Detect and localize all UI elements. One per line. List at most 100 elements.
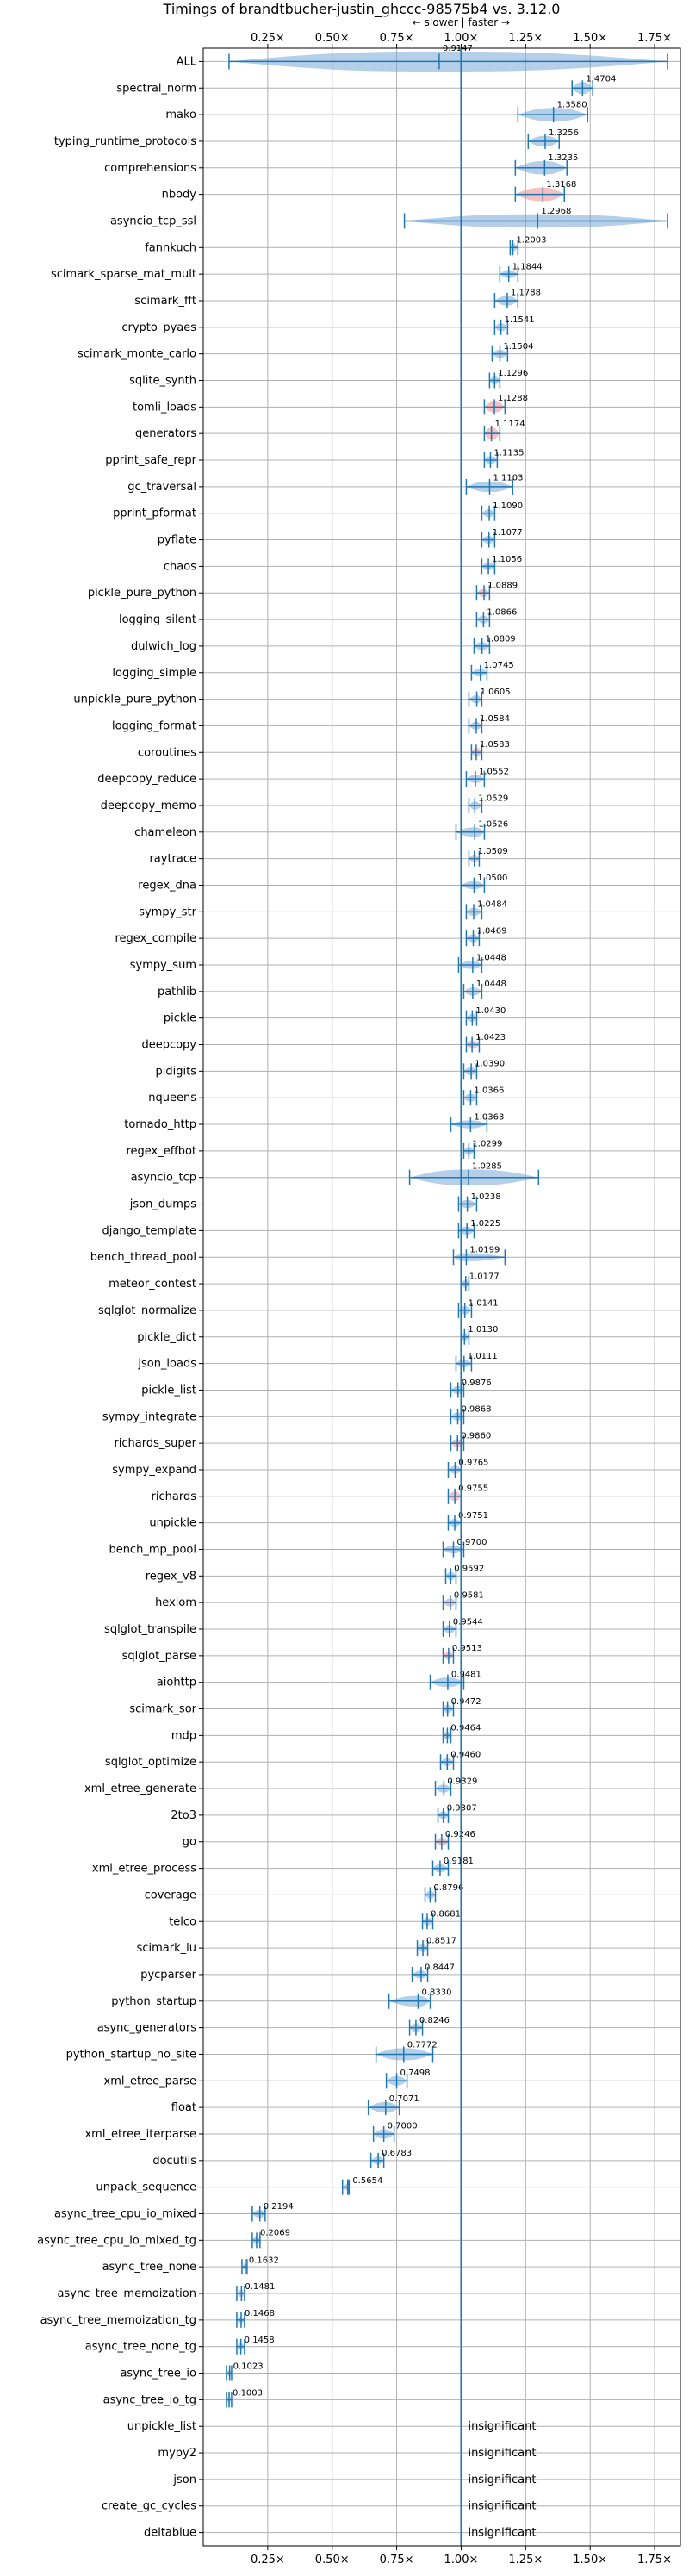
value-label-asyncio_tcp: 1.0285 (472, 1161, 502, 1171)
benchmark-label-create_gc_cycles: create_gc_cycles (102, 2500, 196, 2513)
benchmark-label-django_template: django_template (102, 1224, 196, 1237)
benchmark-label-json: json (172, 2473, 196, 2486)
value-label-pickle_list: 0.9876 (462, 1378, 492, 1388)
benchmark-label-pickle_pure_python: pickle_pure_python (88, 587, 196, 600)
value-label-sqlglot_parse: 0.9513 (452, 1644, 482, 1653)
value-label-async_tree_io_tg: 0.1003 (233, 2389, 263, 2399)
insignificant-label-deltablue: insignificant (468, 2527, 536, 2540)
benchmark-label-asyncio_tcp_ssl: asyncio_tcp_ssl (110, 215, 196, 227)
value-label-fannkuch: 1.2003 (516, 236, 546, 246)
benchmark-label-telco: telco (169, 1915, 196, 1928)
benchmark-label-logging_simple: logging_simple (112, 667, 196, 680)
benchmark-label-unpickle_list: unpickle_list (127, 2420, 196, 2433)
benchmark-label-regex_effbot: regex_effbot (126, 1145, 196, 1158)
value-label-typing_runtime_protocols: 1.3256 (549, 128, 579, 138)
benchmark-label-pidigits: pidigits (156, 1065, 197, 1078)
benchmark-label-bench_mp_pool: bench_mp_pool (109, 1543, 196, 1556)
benchmark-label-xml_etree_parse: xml_etree_parse (104, 2075, 196, 2088)
benchmark-label-gc_traversal: gc_traversal (127, 481, 196, 494)
benchmark-label-sqlglot_optimize: sqlglot_optimize (105, 1756, 196, 1769)
value-label-mako: 1.3580 (557, 100, 587, 109)
benchmark-label-pycparser: pycparser (140, 1969, 196, 1982)
value-label-gc_traversal: 1.1103 (493, 474, 523, 483)
value-label-sympy_str: 1.0484 (477, 900, 507, 910)
benchmark-label-deepcopy_memo: deepcopy_memo (101, 800, 196, 812)
benchmark-label-async_tree_io: async_tree_io (120, 2368, 196, 2380)
value-label-coroutines: 1.0583 (480, 740, 510, 750)
value-label-richards_super: 0.9860 (461, 1431, 491, 1440)
value-label-async_tree_cpu_io_mixed_tg: 0.2069 (260, 2229, 290, 2238)
value-label-async_tree_none: 0.1632 (249, 2256, 279, 2265)
value-label-tornado_http: 1.0363 (474, 1112, 504, 1122)
benchmark-label-regex_compile: regex_compile (115, 932, 196, 945)
value-label-meteor_contest: 1.0177 (469, 1272, 500, 1281)
benchmark-label-chaos: chaos (164, 560, 196, 573)
value-label-deepcopy: 1.0423 (475, 1033, 506, 1042)
benchmark-label-sqlglot_normalize: sqlglot_normalize (98, 1304, 196, 1317)
value-label-regex_dna: 1.0500 (477, 874, 507, 883)
value-label-aiohttp: 0.9481 (451, 1670, 481, 1679)
x-tick-label-top: 1.50× (573, 32, 607, 45)
value-label-json_dumps: 1.0238 (471, 1192, 501, 1202)
benchmark-label-async_tree_io_tg: async_tree_io_tg (103, 2393, 196, 2406)
value-label-regex_compile: 1.0469 (477, 927, 507, 936)
value-label-nbody: 1.3168 (546, 180, 576, 190)
value-label-logging_simple: 1.0745 (484, 661, 514, 670)
benchmark-label-float: float (171, 2101, 196, 2114)
value-label-mdp: 0.9464 (450, 1724, 481, 1733)
benchmark-label-bench_thread_pool: bench_thread_pool (90, 1251, 196, 1264)
x-tick-label-bottom: 1.25× (508, 2554, 543, 2567)
value-label-regex_effbot: 1.0299 (472, 1139, 502, 1148)
benchmark-label-sympy_sum: sympy_sum (130, 959, 196, 972)
value-label-xml_etree_generate: 0.9329 (447, 1776, 477, 1786)
benchmark-label-deepcopy: deepcopy (141, 1039, 196, 1052)
benchmark-label-async_tree_memoization: async_tree_memoization (57, 2287, 196, 2300)
value-label-python_startup: 0.8330 (421, 1988, 451, 1998)
benchmark-label-docutils: docutils (152, 2155, 196, 2168)
value-label-dulwich_log: 1.0809 (486, 634, 516, 644)
value-label-xml_etree_process: 0.9181 (444, 1857, 474, 1866)
value-label-coverage: 0.8796 (433, 1883, 463, 1893)
benchmark-label-async_tree_none: async_tree_none (102, 2261, 196, 2274)
value-label-generators: 1.1174 (495, 420, 525, 429)
benchmark-label-json_loads: json_loads (137, 1358, 196, 1371)
value-label-pprint_pformat: 1.1090 (493, 501, 523, 511)
benchmark-label-mako: mako (165, 109, 196, 121)
value-label-bench_mp_pool: 0.9700 (456, 1538, 487, 1547)
direction-annotation: ← slower | faster → (413, 16, 510, 28)
value-label-unpickle_pure_python: 1.0605 (481, 688, 511, 697)
value-label-scimark_lu: 0.8517 (426, 1936, 456, 1945)
benchmark-label-nqueens: nqueens (148, 1092, 196, 1104)
plot-frame (202, 47, 681, 2547)
grid-layer (203, 48, 680, 2546)
value-label-python_startup_no_site: 0.7772 (407, 2041, 438, 2050)
value-label-sympy_sum: 1.0448 (476, 953, 506, 962)
labels-layer: 0.91471.47041.35801.32561.32351.31681.29… (233, 44, 616, 2540)
benchmark-label-scimark_lu: scimark_lu (137, 1942, 196, 1955)
benchmark-label-pprint_pformat: pprint_pformat (113, 507, 196, 520)
benchmark-label-unpack_sequence: unpack_sequence (96, 2181, 196, 2194)
insignificant-label-mypy2: insignificant (468, 2447, 536, 2460)
value-label-scimark_sor: 0.9472 (451, 1697, 481, 1707)
value-label-json_loads: 1.0111 (468, 1352, 498, 1361)
value-label-docutils: 0.6783 (382, 2149, 412, 2158)
value-label-nqueens: 1.0366 (474, 1086, 504, 1096)
value-label-async_tree_io: 0.1023 (233, 2362, 264, 2372)
value-label-logging_format: 1.0584 (480, 714, 510, 724)
value-label-go: 0.9246 (445, 1830, 475, 1839)
x-tick-label-top: 0.50× (315, 32, 350, 45)
benchmark-label-richards_super: richards_super (114, 1437, 196, 1450)
value-label-logging_silent: 1.0866 (487, 607, 517, 617)
value-label-sqlglot_normalize: 1.0141 (469, 1298, 499, 1308)
value-label-sqlite_synth: 1.1296 (498, 369, 528, 378)
benchmark-label-async_tree_cpu_io_mixed: async_tree_cpu_io_mixed (54, 2207, 196, 2220)
benchmark-label-hexiom: hexiom (155, 1596, 196, 1609)
benchmark-label-chameleon: chameleon (134, 826, 196, 839)
value-label-sqlglot_optimize: 0.9460 (450, 1751, 481, 1760)
value-label-deepcopy_reduce: 1.0552 (479, 767, 509, 776)
value-label-pickle_dict: 1.0130 (468, 1325, 498, 1335)
benchmark-label-crypto_pyaes: crypto_pyaes (121, 321, 196, 334)
value-label-bench_thread_pool: 1.0199 (469, 1246, 500, 1255)
value-label-unpickle: 0.9751 (458, 1511, 488, 1521)
